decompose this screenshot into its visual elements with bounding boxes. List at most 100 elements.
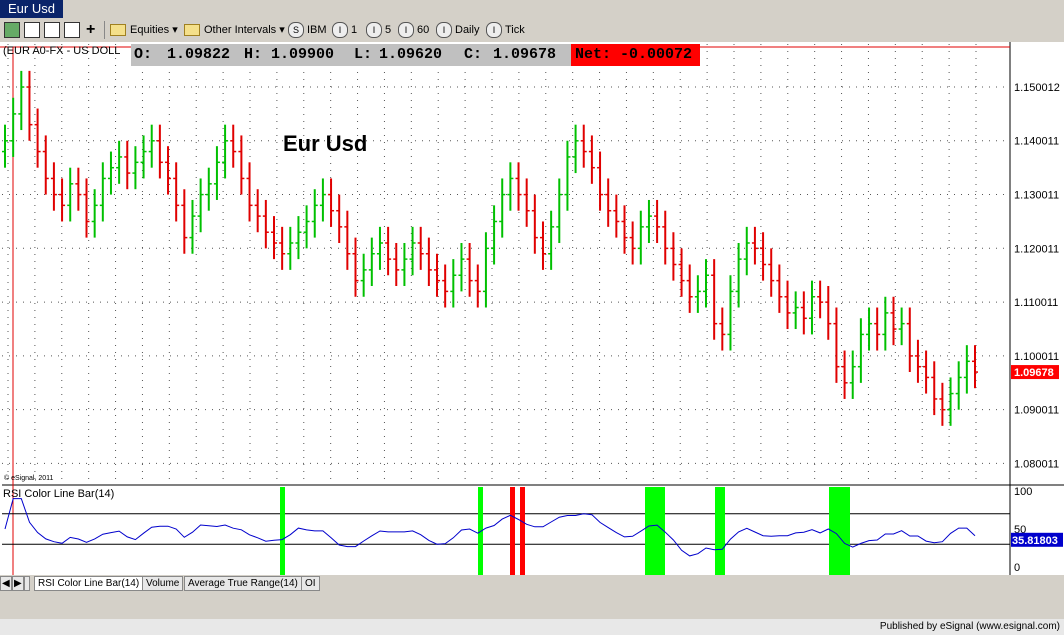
copyright-text: © eSignal, 2011: [4, 474, 54, 482]
price-bar: [923, 350, 930, 394]
price-bar: [703, 259, 710, 308]
price-bar: [621, 205, 628, 254]
rsi-value-box: [1011, 532, 1063, 547]
price-bar: [523, 178, 530, 227]
open-label: O:: [134, 46, 153, 63]
price-bar: [654, 199, 661, 243]
tab-scroll-end-icon[interactable]: [24, 576, 30, 591]
last-price-label: 1.09678: [1014, 367, 1054, 379]
price-bar: [808, 280, 815, 335]
price-bar: [393, 242, 400, 287]
price-bar: [491, 205, 498, 265]
price-bar: [83, 178, 90, 238]
price-bar: [882, 296, 889, 351]
price-bar: [564, 140, 571, 211]
price-bar: [825, 286, 832, 340]
price-tick-label: 1.130011: [1014, 190, 1059, 202]
low-value: 1.09620: [379, 46, 443, 63]
price-bar: [107, 151, 114, 195]
equities-dropdown[interactable]: Equities ▾: [110, 21, 178, 39]
chart-background: [0, 42, 1064, 575]
price-bar: [376, 226, 383, 270]
tab-atr[interactable]: Average True Range(14): [184, 576, 302, 591]
price-bar: [572, 124, 579, 174]
price-bar: [931, 361, 938, 416]
price-bar: [213, 146, 220, 200]
price-bar: [906, 307, 913, 373]
symbol-button[interactable]: S IBM: [288, 21, 327, 39]
price-tick-label: 1.100011: [1014, 351, 1059, 363]
tab-oi[interactable]: OI: [301, 576, 320, 591]
other-intervals-dropdown[interactable]: Other Intervals ▾: [184, 21, 285, 39]
price-bar: [662, 210, 669, 265]
price-bar: [303, 205, 310, 249]
price-tick-label: 1.090011: [1014, 405, 1059, 417]
price-bar: [173, 162, 180, 222]
price-axis-panel: [1010, 42, 1064, 575]
price-bar: [539, 221, 546, 270]
price-bar: [556, 178, 563, 243]
price-bar: [336, 194, 343, 243]
price-bar: [328, 178, 335, 227]
price-bar: [849, 350, 856, 399]
study-tabs: ◀ ▶ RSI Color Line Bar(14) Volume Averag…: [0, 575, 1010, 591]
chart-icon[interactable]: [4, 21, 20, 39]
chart-area[interactable]: 1.150012 1.140011 1.130011 1.120011 1.110011…: [0, 42, 1064, 575]
price-bar: [132, 146, 139, 190]
price-bar: [947, 377, 954, 426]
intervals-label: Other Intervals: [204, 24, 277, 36]
price-bar: [597, 151, 604, 211]
tab-rsi[interactable]: RSI Color Line Bar(14): [34, 576, 144, 591]
price-bar: [874, 307, 881, 351]
price-bar: [548, 210, 555, 270]
price-bar: [124, 140, 131, 190]
tab-scroll-right-icon[interactable]: ▶: [12, 576, 24, 591]
high-value: 1.09900: [271, 46, 335, 63]
plus-icon[interactable]: +: [86, 21, 96, 38]
price-bar: [75, 167, 82, 211]
price-bar: [222, 124, 229, 179]
price-bar: [735, 242, 742, 308]
symbol-description: (EUR A0-FX - US DOLL: [3, 45, 120, 57]
price-bar: [148, 124, 155, 168]
price-bar: [800, 291, 807, 335]
price-bar: [613, 194, 620, 238]
price-bar: [890, 296, 897, 346]
tab-scroll-left-icon[interactable]: ◀: [0, 576, 12, 591]
price-bar: [507, 162, 514, 211]
price-bar: [833, 307, 840, 383]
interval-label: 60: [417, 24, 430, 36]
properties-icon[interactable]: [64, 21, 80, 39]
price-bar: [246, 162, 253, 222]
price-bar: [360, 253, 367, 297]
equities-label: Equities: [130, 24, 170, 36]
window-title[interactable]: Eur Usd: [0, 0, 63, 18]
interval-tick-button[interactable]: I Tick: [486, 21, 525, 39]
price-bar: [189, 199, 196, 254]
price-bar: [841, 350, 848, 399]
close-value: 1.09678: [493, 46, 557, 63]
interval-daily-button[interactable]: I Daily: [436, 21, 479, 39]
price-bar: [637, 210, 644, 265]
folder-icon: [110, 24, 126, 37]
copy-icon[interactable]: [44, 21, 60, 39]
price-bar: [238, 135, 245, 195]
price-bar: [99, 162, 106, 222]
page-icon[interactable]: [24, 21, 40, 39]
price-bar: [295, 216, 302, 260]
interval-60-button[interactable]: I 60: [398, 21, 429, 39]
price-bar: [914, 339, 921, 383]
price-bar: [450, 259, 457, 308]
price-bar: [898, 307, 905, 346]
price-bar: [629, 221, 636, 265]
price-bar: [711, 259, 718, 340]
interval-icon: I: [436, 22, 452, 39]
price-bar: [26, 70, 33, 141]
price-bar: [580, 124, 587, 168]
tab-volume[interactable]: Volume: [142, 576, 184, 591]
price-bar: [499, 178, 506, 238]
price-bar: [205, 167, 212, 211]
